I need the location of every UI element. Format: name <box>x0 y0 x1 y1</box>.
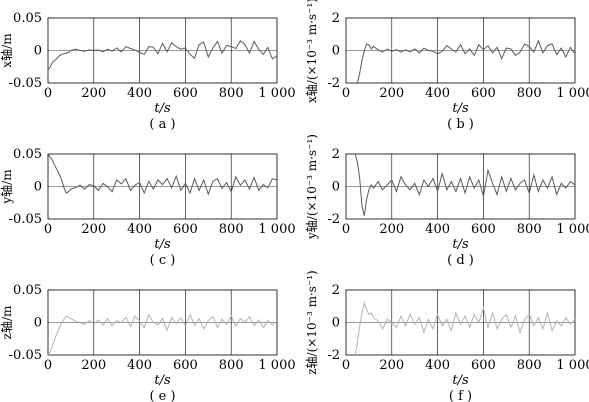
chart-2-series-line <box>356 39 576 84</box>
chart-5-caption: ( e ) <box>149 389 175 402</box>
chart-2-y-tick-label: 2 <box>332 11 340 26</box>
chart-6-x-axis-label: t/s <box>452 373 469 388</box>
chart-5-x-tick-label: 600 <box>173 358 198 373</box>
chart-1-caption: ( a ) <box>149 117 175 132</box>
chart-5-y-tick-label: 0.05 <box>13 283 42 298</box>
chart-2-x-tick-label: 200 <box>379 86 404 101</box>
chart-4-x-tick-label: 400 <box>425 222 450 237</box>
chart-2-x-tick-label: 400 <box>425 86 450 101</box>
chart-5-x-tick-label: 1 000 <box>258 358 295 373</box>
chart-3-x-tick-label: 0 <box>44 222 52 237</box>
chart-5-x-tick-label: 0 <box>44 358 52 373</box>
chart-1-y-tick-label: -0.05 <box>9 76 42 91</box>
chart-4-y-axis-label: y轴/(×10⁻³ m·s⁻¹) <box>304 134 319 240</box>
chart-6-y-tick-label: 0 <box>332 316 340 331</box>
chart-5-x-tick-label: 200 <box>81 358 106 373</box>
chart-3-series-line <box>47 153 278 196</box>
chart-4-y-tick-label: 2 <box>332 147 340 162</box>
chart-3-x-tick-label: 200 <box>81 222 106 237</box>
chart-3-y-tick-label: 0 <box>34 180 42 195</box>
chart-6-x-tick-label: 1 000 <box>556 358 589 373</box>
chart-6-series-line <box>354 301 576 356</box>
chart-5-y-tick-label: -0.05 <box>9 348 42 363</box>
chart-6-x-tick-label: 0 <box>342 358 350 373</box>
chart-3-y-tick-label: 0.05 <box>13 147 42 162</box>
chart-5-y-axis-label: z轴/m <box>0 305 14 339</box>
chart-4-x-tick-label: 800 <box>517 222 542 237</box>
chart-6-y-tick-label: -2 <box>327 348 340 363</box>
chart-6-x-tick-label: 600 <box>471 358 496 373</box>
chart-4-y-tick-label: -2 <box>327 212 340 227</box>
chart-4-x-axis-label: t/s <box>452 237 469 252</box>
chart-2-x-tick-label: 1 000 <box>556 86 589 101</box>
chart-4-x-tick-label: 600 <box>471 222 496 237</box>
chart-5-series-line <box>47 313 278 356</box>
chart-2-x-tick-label: 800 <box>517 86 542 101</box>
chart-1-series-line <box>47 40 278 71</box>
chart-6-caption: ( f ) <box>449 389 472 402</box>
chart-2-x-axis-label: t/s <box>452 101 469 116</box>
chart-2-y-axis-label: x轴/(×10⁻³ m·s⁻¹) <box>304 0 319 103</box>
chart-5-x-tick-label: 400 <box>127 358 152 373</box>
chart-2-x-tick-label: 0 <box>342 86 350 101</box>
chart-5-x-axis-label: t/s <box>154 373 171 388</box>
chart-4-x-tick-label: 0 <box>342 222 350 237</box>
chart-1-x-tick-label: 400 <box>127 86 152 101</box>
chart-3-y-axis-label: y轴/m <box>0 169 14 205</box>
chart-1-x-tick-label: 1 000 <box>258 86 295 101</box>
chart-3-y-tick-label: -0.05 <box>9 212 42 227</box>
chart-4-series-line <box>354 153 576 216</box>
chart-3-x-axis-label: t/s <box>154 237 171 252</box>
chart-1-y-tick-label: 0.05 <box>13 11 42 26</box>
chart-2-caption: ( b ) <box>447 117 474 132</box>
chart-1-x-tick-label: 600 <box>173 86 198 101</box>
chart-6-y-axis-label: z轴/(×10⁻³ m·s⁻¹) <box>304 270 319 375</box>
chart-2-x-tick-label: 600 <box>471 86 496 101</box>
chart-1-x-axis-label: t/s <box>154 101 171 116</box>
chart-3-x-tick-label: 800 <box>219 222 244 237</box>
chart-1-y-tick-label: 0 <box>34 44 42 59</box>
chart-6-x-tick-label: 800 <box>517 358 542 373</box>
chart-1-x-tick-label: 0 <box>44 86 52 101</box>
chart-4-x-tick-label: 200 <box>379 222 404 237</box>
chart-3-caption: ( c ) <box>150 253 176 268</box>
chart-6-x-tick-label: 200 <box>379 358 404 373</box>
chart-4-y-tick-label: 0 <box>332 180 340 195</box>
chart-5-x-tick-label: 800 <box>219 358 244 373</box>
chart-1-x-tick-label: 800 <box>219 86 244 101</box>
chart-4-x-tick-label: 1 000 <box>556 222 589 237</box>
chart-2-y-tick-label: -2 <box>327 76 340 91</box>
chart-3-x-tick-label: 400 <box>127 222 152 237</box>
chart-4-caption: ( d ) <box>447 253 474 268</box>
chart-5-y-tick-label: 0 <box>34 316 42 331</box>
chart-3-x-tick-label: 600 <box>173 222 198 237</box>
chart-1-y-axis-label: x轴/m <box>0 33 14 68</box>
chart-2-y-tick-label: 0 <box>332 44 340 59</box>
chart-3-x-tick-label: 1 000 <box>258 222 295 237</box>
chart-6-x-tick-label: 400 <box>425 358 450 373</box>
chart-1-x-tick-label: 200 <box>81 86 106 101</box>
chart-6-y-tick-label: 2 <box>332 283 340 298</box>
